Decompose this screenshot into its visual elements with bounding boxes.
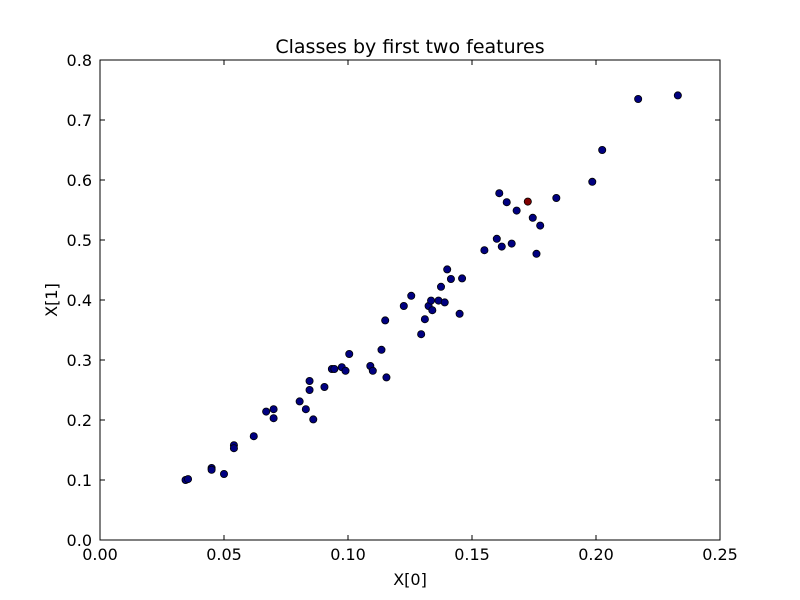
data-point [381, 316, 390, 325]
y-tick-label: 0.7 [67, 111, 92, 130]
x-tick-label: 0.00 [82, 545, 118, 564]
data-point [480, 246, 489, 255]
x-axis-label: X[0] [393, 570, 427, 589]
y-tick-label: 0.1 [67, 471, 92, 490]
data-point [528, 213, 537, 222]
x-tick-label: 0.10 [330, 545, 366, 564]
data-point [341, 366, 350, 375]
data-point [507, 239, 516, 248]
data-point [207, 465, 216, 474]
data-point [673, 91, 682, 100]
x-tick-label: 0.15 [454, 545, 490, 564]
data-point [305, 385, 314, 394]
plot-area: 0.00 0.05 0.10 0.15 0.20 0.25 0.0 0.1 0.2 0.3 0.4 0… [67, 51, 738, 564]
data-point [330, 364, 339, 373]
data-point [502, 198, 511, 207]
y-axis-label: X[1] [42, 283, 61, 317]
data-point [305, 376, 314, 385]
plot-frame [99, 59, 721, 541]
data-point [440, 298, 449, 307]
y-tick-label: 0.5 [67, 231, 92, 250]
data-point [436, 282, 445, 291]
data-point [497, 242, 506, 251]
data-point [320, 382, 329, 391]
data-point [536, 221, 545, 230]
data-point [229, 444, 238, 453]
y-tick-label: 0.8 [67, 51, 92, 70]
data-point [184, 475, 193, 484]
x-tick-label: 0.25 [702, 545, 738, 564]
data-point [301, 405, 310, 414]
data-point [523, 197, 532, 206]
data-point [598, 145, 607, 154]
data-point [377, 345, 386, 354]
data-point [295, 397, 304, 406]
data-point [446, 274, 455, 283]
data-point [495, 189, 504, 198]
x-tick-label: 0.05 [206, 545, 242, 564]
data-point [249, 432, 258, 441]
data-point [427, 296, 436, 305]
data-point [634, 95, 643, 104]
data-point [269, 414, 278, 423]
data-point [269, 405, 278, 414]
data-point [492, 234, 501, 243]
data-point [512, 206, 521, 215]
data-point [588, 177, 597, 186]
chart-title: Classes by first two features [275, 36, 544, 58]
y-tick-label: 0.3 [67, 351, 92, 370]
data-point [443, 265, 452, 274]
data-point [455, 309, 464, 318]
data-point [532, 249, 541, 258]
data-point [420, 315, 429, 324]
data-point [428, 306, 437, 315]
y-tick-label: 0.6 [67, 171, 92, 190]
data-point [368, 366, 377, 375]
data-point [219, 469, 228, 478]
data-point [552, 193, 561, 202]
data-point [345, 349, 354, 358]
data-point [382, 373, 391, 382]
y-tick-label: 0.2 [67, 411, 92, 430]
data-point [399, 301, 408, 310]
y-tick-label: 0.4 [67, 291, 92, 310]
x-tick-label: 0.20 [578, 545, 614, 564]
y-tick-label: 0.0 [67, 531, 92, 550]
data-point [458, 274, 467, 283]
data-point [262, 407, 271, 416]
data-point [309, 415, 318, 424]
data-point [407, 291, 416, 300]
data-point [417, 330, 426, 339]
